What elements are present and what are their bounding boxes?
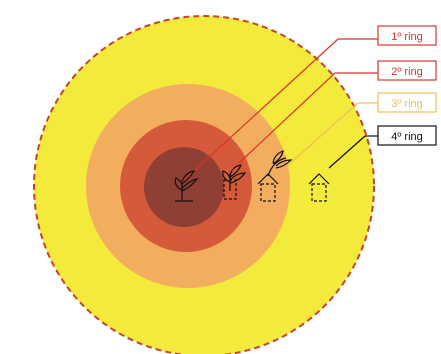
tree-leaf-left [174, 177, 183, 191]
leader-line-2 [238, 72, 336, 164]
tree-leaf-top [181, 170, 196, 185]
house-icon [308, 173, 330, 202]
ring-areas [33, 15, 375, 354]
house-tree-leaf-top [229, 164, 242, 178]
house-frame [260, 183, 276, 202]
leader-line-1 [181, 38, 339, 183]
house-frame [223, 179, 237, 200]
leader-line-4 [328, 135, 366, 169]
tree-house-icon [222, 164, 247, 200]
house-frame [311, 183, 327, 202]
ring-label-box-3 [377, 92, 437, 113]
tree-house-icon [257, 150, 293, 202]
ring-label-3: 3º ring [391, 98, 423, 110]
leader-lines [181, 38, 382, 183]
house-roof [257, 173, 279, 185]
ring-label-4: 4º ring [391, 131, 423, 143]
tree-icon [174, 170, 199, 202]
house-tree-leaf-left [222, 170, 231, 183]
ring-label-1: 1º ring [391, 31, 423, 43]
house-tree-leaf-right [275, 159, 293, 169]
house-tree-stem [267, 157, 287, 177]
ring-label-2: 2º ring [391, 66, 423, 78]
leader-line-3 [286, 102, 359, 167]
ring-label-box-2 [377, 60, 437, 81]
house-tree-leaf-right [229, 172, 247, 184]
tree-leaf-right [181, 178, 199, 192]
house-roof [308, 173, 330, 185]
ring-label-box-1 [377, 25, 437, 46]
house-tree-leaf-top [272, 150, 284, 165]
ring-label-boxes: 1º ring 2º ring 3º ring 4º ring [377, 25, 437, 146]
ring-label-box-4 [377, 125, 437, 146]
